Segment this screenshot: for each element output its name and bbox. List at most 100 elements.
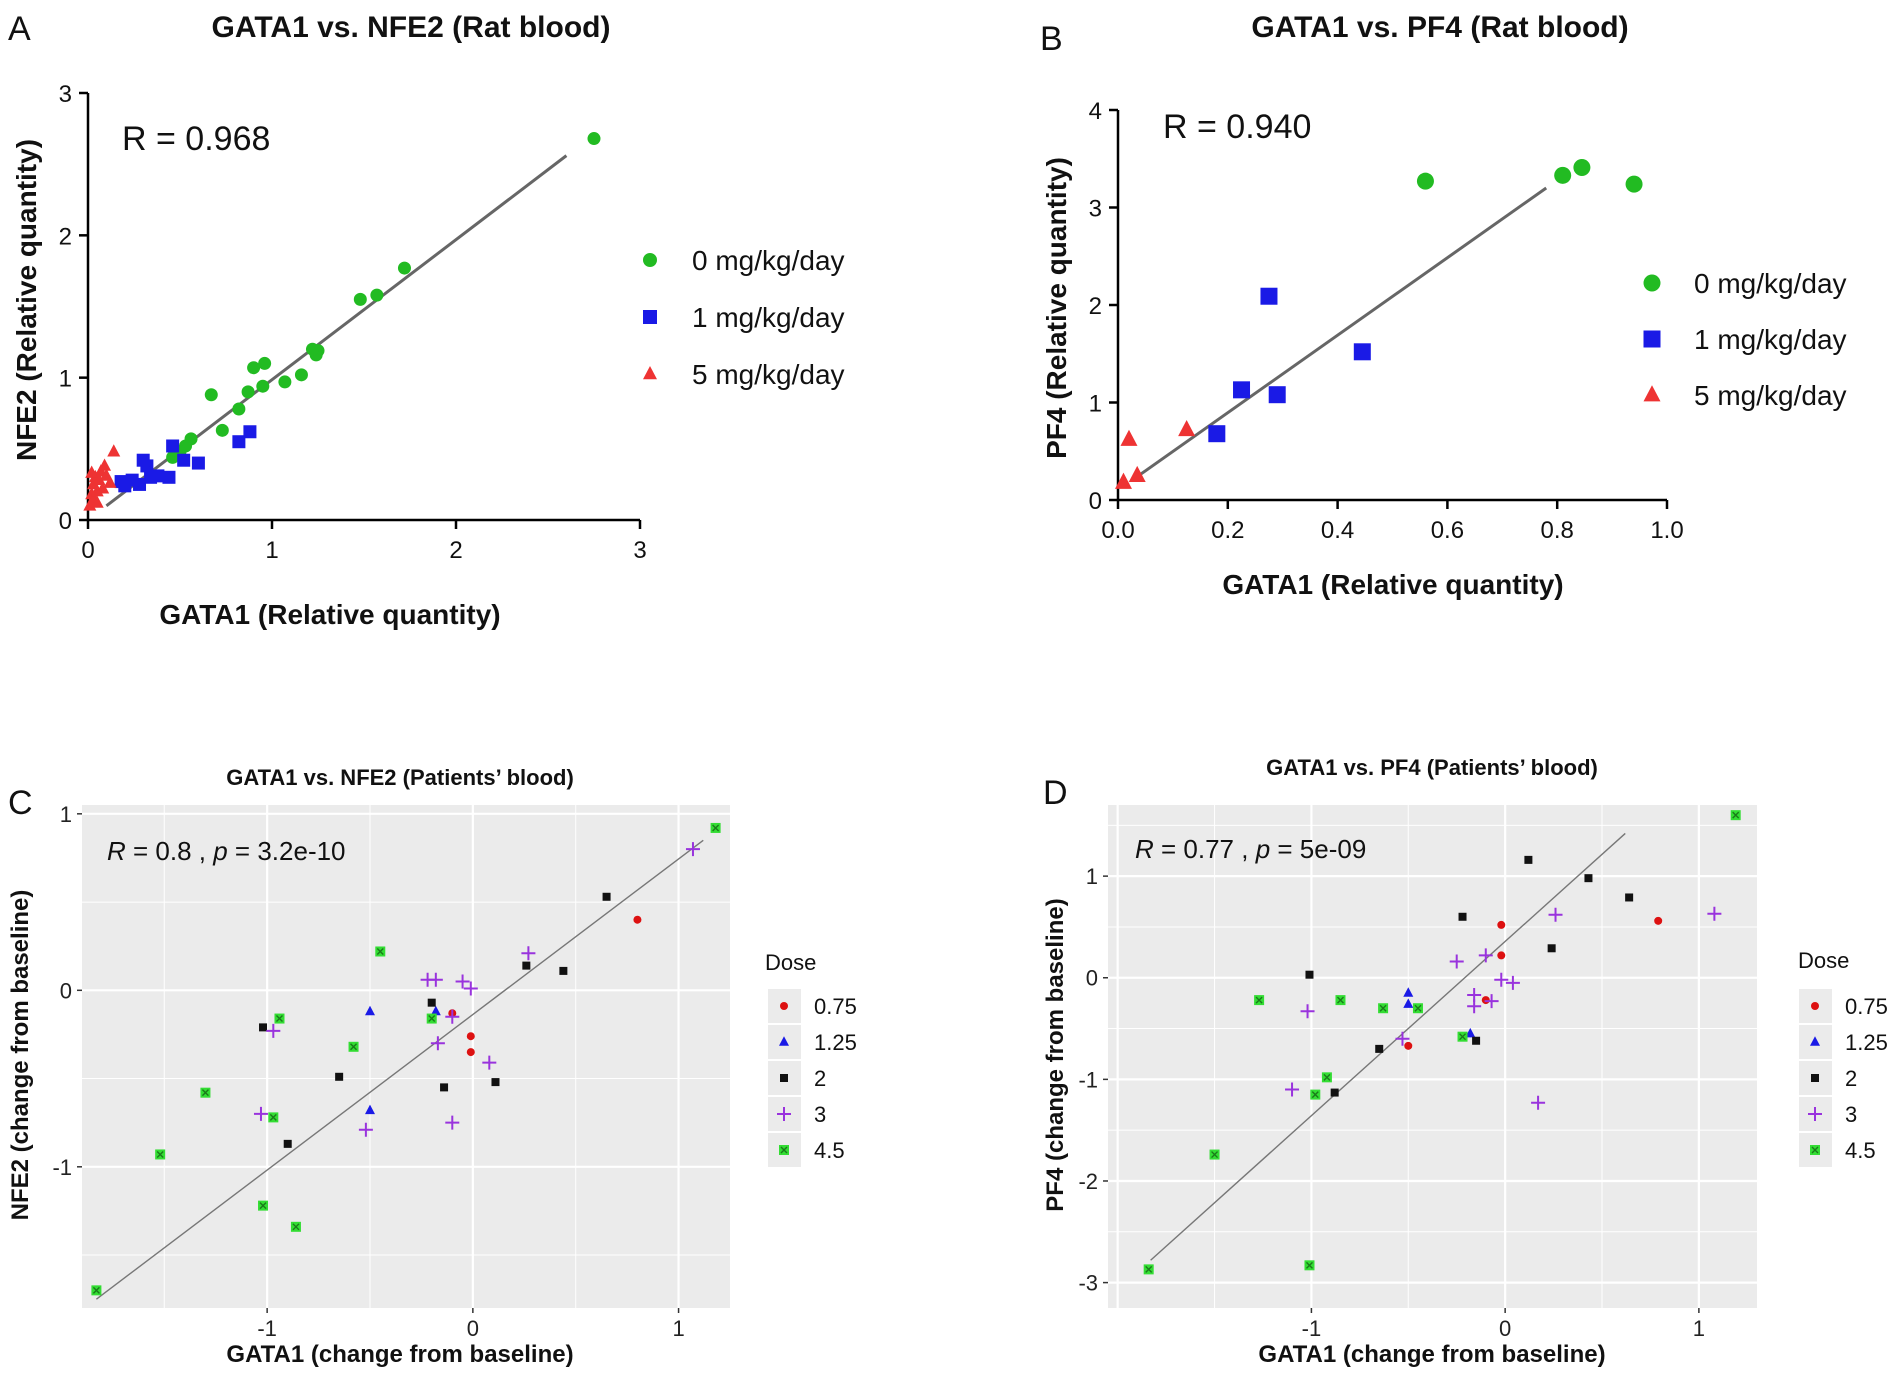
panel-a-x-tick-label: 3 <box>633 537 646 564</box>
panel-d-point <box>1321 1072 1332 1083</box>
panel-d-point <box>1654 916 1663 925</box>
panel-b-point <box>1573 159 1591 177</box>
panel-c-plot: -1 0 1 -1 0 1 R = 0.8 , p = 3.2e-10 <box>52 802 730 1341</box>
panel-b-y-label: PF4 (Relative quantity) <box>1041 157 1072 459</box>
panel-b-x-tick-label: 0.8 <box>1541 517 1574 544</box>
panel-d-point <box>1465 1027 1476 1038</box>
panel-a-legend: 0 mg/kg/day 1 mg/kg/day 5 mg/kg/day <box>643 245 845 390</box>
panel-d-point <box>1584 874 1593 883</box>
panel-c-point <box>633 915 642 924</box>
panel-a-point <box>294 368 308 382</box>
panel-a-point <box>177 453 191 467</box>
panel-c-legend-label: 2 <box>814 1066 826 1091</box>
panel-b-point <box>1554 166 1572 184</box>
panel-d-legend-marker <box>1810 1145 1820 1155</box>
panel-c-y-label: NFE2 (change from baseline) <box>7 890 34 1221</box>
panel-d-point <box>1412 1003 1423 1014</box>
panel-a-point <box>166 439 180 453</box>
panel-d-point <box>1481 996 1490 1005</box>
panel-c-point <box>268 1112 279 1123</box>
panel-c-point <box>463 981 478 996</box>
panel-b-legend-label: 0 mg/kg/day <box>1694 268 1847 299</box>
panel-d-y-tick-label: 1 <box>1086 864 1098 889</box>
panel-d-point <box>1285 1082 1300 1097</box>
panel-d-point <box>1625 893 1634 902</box>
panel-b-point <box>1233 381 1251 399</box>
panel-d-point <box>1300 1004 1315 1019</box>
panel-a-point <box>166 450 180 464</box>
panel-d-legend-label: 2 <box>1845 1066 1857 1091</box>
panel-c-point <box>348 1041 359 1052</box>
panel-c-legend-marker <box>780 1074 788 1082</box>
panel-a-y-tick-label: 1 <box>59 366 72 393</box>
panel-d-x-tick-label: 0 <box>1499 1316 1511 1341</box>
panel-d-legend-marker <box>1808 1107 1822 1121</box>
panel-d-point <box>1524 855 1533 864</box>
panel-d-y-label: PF4 (change from baseline) <box>1042 898 1069 1211</box>
panel-d-legend-label: 4.5 <box>1845 1138 1876 1163</box>
panel-c-point <box>365 1104 375 1115</box>
panel-d: D GATA1 vs. PF4 (Patients’ blood) GATA1 … <box>1042 755 1888 1368</box>
panel-d-point <box>1209 1149 1220 1160</box>
panel-c-point <box>427 998 436 1007</box>
panel-d-point <box>1458 912 1467 921</box>
panel-d-point <box>1310 1089 1321 1100</box>
panel-c-point <box>491 1078 500 1087</box>
panel-d-legend-label: 0.75 <box>1845 994 1888 1019</box>
panel-a-r-value: R = 0.968 <box>122 120 270 158</box>
panel-d-point <box>1304 1260 1315 1271</box>
panel-a-point <box>90 495 104 508</box>
panel-a-x-label: GATA1 (Relative quantity) <box>159 599 500 630</box>
panel-a-point <box>215 423 229 437</box>
panel-c-point <box>266 1023 281 1038</box>
panel-c-fit-line <box>95 839 704 1300</box>
panel-c-legend-title: Dose <box>765 950 816 975</box>
panel-a-y-tick-label: 0 <box>59 508 72 535</box>
panel-c-point <box>710 822 721 833</box>
panel-c-title: GATA1 vs. NFE2 (Patients’ blood) <box>226 765 574 790</box>
panel-a-point <box>256 379 270 393</box>
panel-b-legend-marker <box>1643 274 1661 292</box>
panel-c-point <box>455 974 470 989</box>
panel-c-y-tick-label: 1 <box>60 802 72 827</box>
panel-c-point <box>91 1285 102 1296</box>
panel-d-point <box>1395 1031 1410 1046</box>
panel-c-legend-label: 0.75 <box>814 994 857 1019</box>
panel-b-r-value: R = 0.940 <box>1163 108 1311 146</box>
panel-c-point <box>258 1200 269 1211</box>
panel-d-fit-line <box>1150 832 1626 1261</box>
panel-a-point <box>397 261 411 275</box>
panel-c-point <box>522 961 531 970</box>
panel-b-y-tick-label: 3 <box>1089 196 1102 223</box>
panel-a-y-tick-label: 3 <box>59 81 72 108</box>
panel-c-point <box>358 1122 373 1137</box>
panel-b-plot: 0.0 0.2 0.4 0.6 0.8 1.0 0 1 2 3 4 <box>1089 98 1684 544</box>
panel-c-point <box>253 1106 268 1121</box>
panel-b-x-label: GATA1 (Relative quantity) <box>1222 569 1563 600</box>
panel-a-point <box>243 425 257 439</box>
panel-a-point <box>258 356 272 370</box>
panel-a-title: GATA1 vs. NFE2 (Rat blood) <box>212 11 611 44</box>
panel-c-stat-label: R = 0.8 , p = 3.2e-10 <box>107 836 346 866</box>
panel-d-point <box>1494 972 1509 987</box>
panel-a-legend-label: 5 mg/kg/day <box>692 359 845 390</box>
panel-c-point <box>602 892 611 901</box>
panel-d-legend-label: 1.25 <box>1845 1030 1888 1055</box>
panel-a-point <box>98 458 112 471</box>
panel-d-point <box>1730 810 1741 821</box>
panel-b-legend-marker <box>1643 330 1661 348</box>
panel-c-y-tick-label: -1 <box>52 1155 72 1180</box>
panel-c-y-tick-label: 0 <box>60 978 72 1003</box>
panel-c-legend-label: 1.25 <box>814 1030 857 1055</box>
panel-b-point <box>1625 175 1643 193</box>
panel-b-y-tick-label: 0 <box>1089 488 1102 515</box>
panel-b-y-tick-label: 1 <box>1089 391 1102 418</box>
panel-b-legend-label: 5 mg/kg/day <box>1694 380 1847 411</box>
panel-b-point <box>1268 386 1286 404</box>
panel-d-point <box>1505 975 1520 990</box>
panel-a-point <box>353 292 367 306</box>
panel-d-y-tick-label: -2 <box>1078 1169 1098 1194</box>
panel-a-point <box>92 472 106 486</box>
panel-a-legend-label: 1 mg/kg/day <box>692 302 845 333</box>
panel-c-point <box>445 1009 460 1024</box>
